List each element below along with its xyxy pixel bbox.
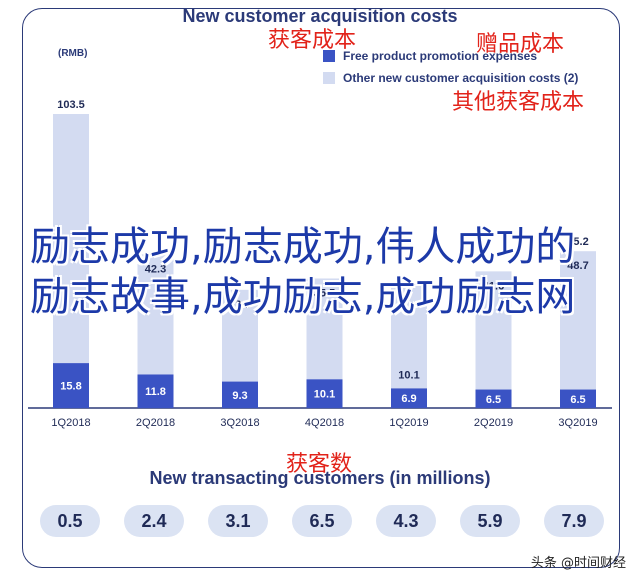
bar-other-segment	[53, 114, 89, 364]
pill-value: 3.1	[208, 505, 268, 537]
bar-free-segment	[137, 374, 174, 408]
data-label-free: 6.5	[486, 394, 501, 406]
bar-other-segment	[222, 289, 258, 382]
data-label-other: 42.3	[145, 263, 166, 275]
bar-other-segment	[306, 278, 343, 380]
data-label-other: 41.6	[483, 280, 504, 292]
data-label-other: 35.5	[314, 287, 335, 299]
overlay-text: 励志成功,励志成功,伟人成功的励志故事,成功励志,成功励志网	[30, 224, 576, 320]
bar-other-segment	[391, 284, 427, 389]
bar-free-segment	[475, 389, 512, 408]
transacting-cn-title: 获客数	[286, 452, 353, 477]
pill-value: 5.9	[460, 505, 520, 537]
data-label-free: 6.9	[401, 393, 416, 405]
x-tick-label: 3Q2019	[558, 417, 597, 429]
data-label-free: 6.5	[570, 394, 585, 406]
x-tick-label: 2Q2019	[474, 417, 513, 429]
chart-title: New customer acquisition costs	[182, 6, 458, 26]
bar-free-segment	[560, 389, 596, 408]
bar-free-segment	[306, 379, 343, 408]
x-tick-label: 3Q2018	[220, 417, 259, 429]
data-label-free: 11.8	[145, 386, 166, 398]
unit-label: (RMB)	[58, 48, 88, 59]
legend-label-other: Other new customer acquisition costs (2)	[343, 71, 579, 85]
pill-value: 4.3	[376, 505, 436, 537]
data-label-free: 9.3	[232, 390, 247, 402]
chart-frame	[22, 8, 620, 568]
legend-label-free: Free product promotion expenses	[343, 49, 538, 63]
bar-other-segment	[137, 254, 174, 375]
data-label-total: 103.5	[57, 99, 85, 111]
legend-swatch-other	[323, 72, 335, 84]
bar-other-segment	[475, 271, 512, 390]
watermark: 头条 @时间财经	[530, 556, 626, 571]
x-tick-label: 4Q2018	[305, 417, 344, 429]
bar-free-segment	[222, 381, 258, 408]
pill-value: 2.4	[124, 505, 184, 537]
data-label-total: 55.2	[567, 236, 588, 248]
bar-other-segment	[560, 251, 596, 390]
bar-free-segment	[53, 363, 89, 408]
data-label-extra: 10.1	[398, 369, 419, 381]
data-label-free: 15.8	[60, 381, 81, 393]
pill-value: 7.9	[544, 505, 604, 537]
transacting-values: 0.5 2.4 3.1 6.5 4.3 5.9 7.9	[40, 505, 610, 539]
cn-title: 获客成本	[268, 28, 357, 53]
x-tick-label: 1Q2018	[51, 417, 90, 429]
bar-free-segment	[391, 388, 427, 408]
data-label-other: 32.3	[229, 299, 250, 311]
pill-value: 6.5	[292, 505, 352, 537]
legend-swatch-free	[323, 50, 335, 62]
x-tick-label: 2Q2018	[136, 417, 175, 429]
data-label-free: 10.1	[314, 389, 335, 401]
legend-cn-other: 其他获客成本	[452, 90, 585, 115]
pill-value: 0.5	[40, 505, 100, 537]
x-tick-label: 1Q2019	[389, 417, 428, 429]
transacting-title: New transacting customers (in millions)	[149, 468, 491, 488]
data-label-other: 48.7	[567, 260, 588, 272]
legend-cn-free: 赠品成本	[476, 32, 565, 57]
